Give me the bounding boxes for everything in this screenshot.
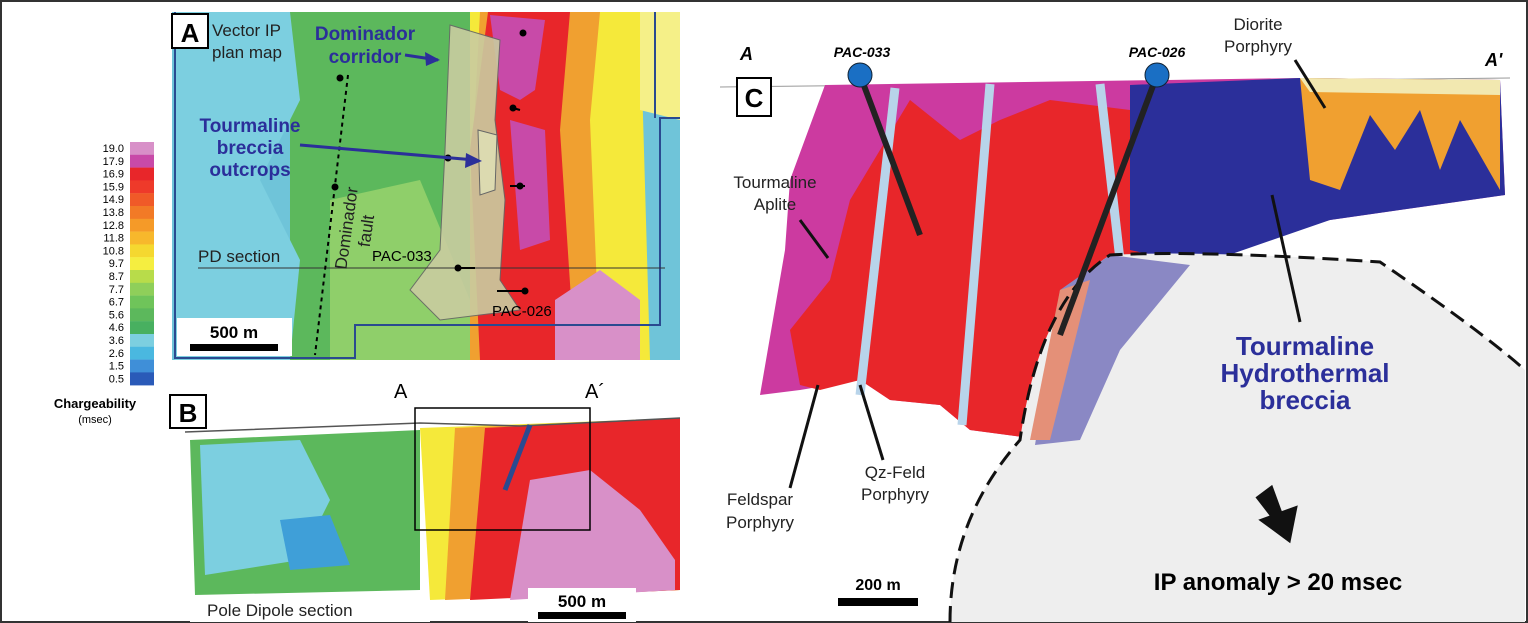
legend-swatch [130,308,154,321]
legend-swatch [130,193,154,206]
legend-tick: 1.5 [109,361,124,373]
legend-swatch [130,244,154,257]
section-end: A [394,381,408,403]
legend-swatch [130,334,154,347]
section-end: A´ [585,381,605,403]
scale-label: 200 m [855,577,900,594]
legend-tick: 16.9 [103,169,124,181]
panel-letter: B [179,398,198,428]
legend-swatch [130,296,154,309]
legend-swatch [130,372,154,385]
panel-letter: A [181,18,200,48]
legend-tick: 6.7 [109,297,124,309]
section-label: Pole Dipole section [207,601,353,620]
legend-swatch [130,257,154,270]
legend-tick: 14.9 [103,194,124,206]
hole-label: PAC-033 [372,248,432,265]
legend-swatch [130,283,154,296]
section-end: A' [1484,50,1503,70]
legend-swatch [130,155,154,168]
section-label: PD section [198,247,280,266]
legend-tick: 5.6 [109,309,124,321]
legend-tick: 12.8 [103,220,124,232]
anomaly-label: IP anomaly > 20 msec [1154,569,1402,596]
legend-title: Chargeability [54,396,137,411]
legend-swatch [130,232,154,245]
section-end: A [739,44,753,64]
legend-tick: 4.6 [109,322,124,334]
legend-swatch [130,219,154,232]
legend-swatch [130,347,154,360]
legend-swatch [130,206,154,219]
legend-swatch [130,321,154,334]
hole-label: PAC-026 [492,303,552,320]
legend-tick: 2.6 [109,348,124,360]
legend-unit: (msec) [78,414,112,426]
figure: Chargeability (msec) 19.017.916.915.914.… [0,0,1528,623]
legend-swatch [130,270,154,283]
panel-letter: C [745,83,764,113]
legend-tick: 17.9 [103,156,124,168]
legend-tick: 13.8 [103,207,124,219]
legend-tick: 11.8 [103,233,124,245]
legend-tick: 9.7 [109,258,124,270]
legend-tick: 15.9 [103,181,124,193]
legend-tick: 7.7 [109,284,124,296]
legend-tick: 10.8 [103,245,124,257]
legend-tick: 0.5 [109,373,124,385]
legend-swatch [130,142,154,155]
scale-label: 500 m [210,323,258,342]
legend-tick: 19.0 [103,143,124,155]
legend-tick: 3.6 [109,335,124,347]
hole-label: PAC-033 [834,44,891,60]
legend-swatch [130,360,154,373]
hole-label: PAC-026 [1129,44,1186,60]
scale-label: 500 m [558,592,606,611]
legend-swatch [130,168,154,181]
legend-swatch [130,180,154,193]
legend-tick: 8.7 [109,271,124,283]
